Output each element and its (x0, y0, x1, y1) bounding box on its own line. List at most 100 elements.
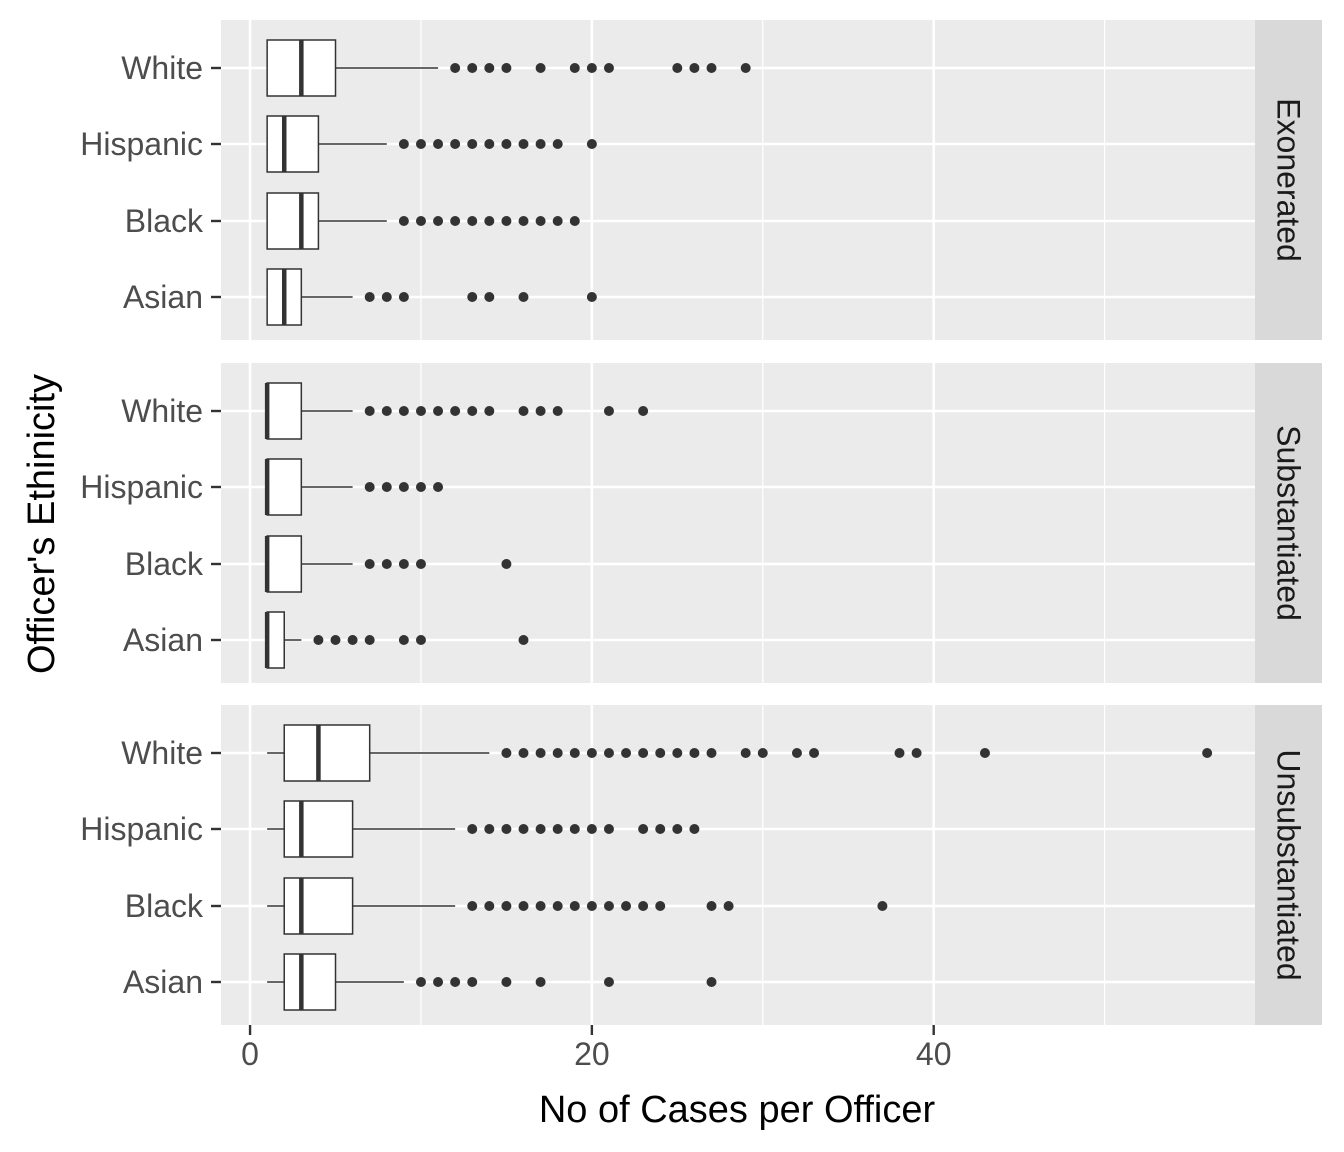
y-tick-label: White (121, 735, 203, 771)
y-tick-label: Asian (123, 622, 203, 658)
outlier-point (381, 559, 392, 569)
outlier-point (518, 292, 529, 302)
outlier-point (467, 292, 478, 302)
y-tick-label: Black (125, 546, 204, 582)
facet-panel: Unsubstantiated White Hispanic Black Asian (80, 705, 1322, 1025)
outlier-point (484, 63, 495, 73)
outlier-point (467, 406, 478, 416)
outlier-point (330, 635, 341, 645)
y-tick-label: White (121, 393, 203, 429)
outlier-point (552, 139, 563, 149)
box (266, 611, 285, 669)
outlier-point (467, 139, 478, 149)
outlier-point (450, 977, 461, 987)
outlier-point (381, 292, 392, 302)
outlier-point (757, 748, 768, 758)
outlier-point (398, 216, 409, 226)
boxplot-group: Hispanic (80, 800, 700, 858)
outlier-point (706, 748, 717, 758)
box (283, 953, 337, 1011)
outlier-point (586, 139, 597, 149)
box (266, 192, 320, 250)
outlier-point (655, 824, 666, 834)
outlier-point (415, 139, 426, 149)
box (283, 877, 354, 935)
x-tick-label: 20 (574, 1036, 610, 1072)
outlier-point (501, 139, 512, 149)
outlier-point (415, 635, 426, 645)
outlier-point (450, 216, 461, 226)
outlier-point (484, 292, 495, 302)
outlier-point (894, 748, 905, 758)
outlier-point (621, 748, 632, 758)
outlier-point (535, 824, 546, 834)
boxplot-group: Hispanic (80, 115, 597, 173)
outlier-point (979, 748, 990, 758)
outlier-point (809, 748, 820, 758)
boxplot-group: Black (125, 877, 888, 935)
outlier-point (501, 216, 512, 226)
x-axis-title: No of Cases per Officer (539, 1089, 936, 1131)
outlier-point (433, 406, 444, 416)
outlier-point (501, 977, 512, 987)
x-tick-label: 40 (916, 1036, 952, 1072)
outlier-point (535, 748, 546, 758)
outlier-point (603, 824, 614, 834)
box (266, 382, 303, 440)
outlier-point (569, 63, 580, 73)
outlier-point (655, 748, 666, 758)
boxplot-group: Asian (123, 268, 597, 326)
boxplot-group: Black (125, 192, 580, 250)
outlier-point (518, 216, 529, 226)
facet-strip (1255, 20, 1322, 340)
outlier-point (484, 139, 495, 149)
outlier-point (398, 635, 409, 645)
outlier-point (535, 216, 546, 226)
outlier-point (484, 216, 495, 226)
boxplot-group: Asian (123, 953, 717, 1011)
facet-panels: ExoneratedWhiteHispanicBlackAsianSubstan… (80, 20, 1322, 1025)
panel-background (221, 705, 1255, 1025)
box (266, 535, 303, 593)
outlier-point (740, 63, 751, 73)
outlier-point (569, 748, 580, 758)
outlier-point (518, 139, 529, 149)
x-tick-label: 0 (241, 1036, 259, 1072)
outlier-point (706, 977, 717, 987)
outlier-point (364, 406, 375, 416)
outlier-point (501, 63, 512, 73)
outlier-point (638, 824, 649, 834)
outlier-point (450, 63, 461, 73)
outlier-point (381, 406, 392, 416)
y-tick-label: Hispanic (80, 469, 203, 505)
boxplot-group: White (121, 382, 649, 440)
outlier-point (706, 901, 717, 911)
panel-background (221, 363, 1255, 683)
outlier-point (433, 216, 444, 226)
outlier-point (450, 406, 461, 416)
outlier-point (911, 748, 922, 758)
outlier-point (603, 406, 614, 416)
outlier-point (552, 824, 563, 834)
outlier-point (603, 63, 614, 73)
outlier-point (877, 901, 888, 911)
outlier-point (689, 748, 700, 758)
y-tick-label: Hispanic (80, 126, 203, 162)
outlier-point (586, 748, 597, 758)
outlier-point (655, 901, 666, 911)
outlier-point (364, 559, 375, 569)
outlier-point (415, 977, 426, 987)
box (283, 800, 354, 858)
boxplot-group: Asian (123, 611, 529, 669)
outlier-point (586, 824, 597, 834)
boxplot-group: Hispanic (80, 458, 444, 516)
outlier-point (518, 748, 529, 758)
boxplot-group: White (121, 39, 751, 97)
outlier-point (552, 216, 563, 226)
outlier-point (518, 901, 529, 911)
outlier-point (586, 63, 597, 73)
outlier-point (535, 901, 546, 911)
outlier-point (586, 901, 597, 911)
outlier-point (501, 559, 512, 569)
box (266, 115, 320, 173)
